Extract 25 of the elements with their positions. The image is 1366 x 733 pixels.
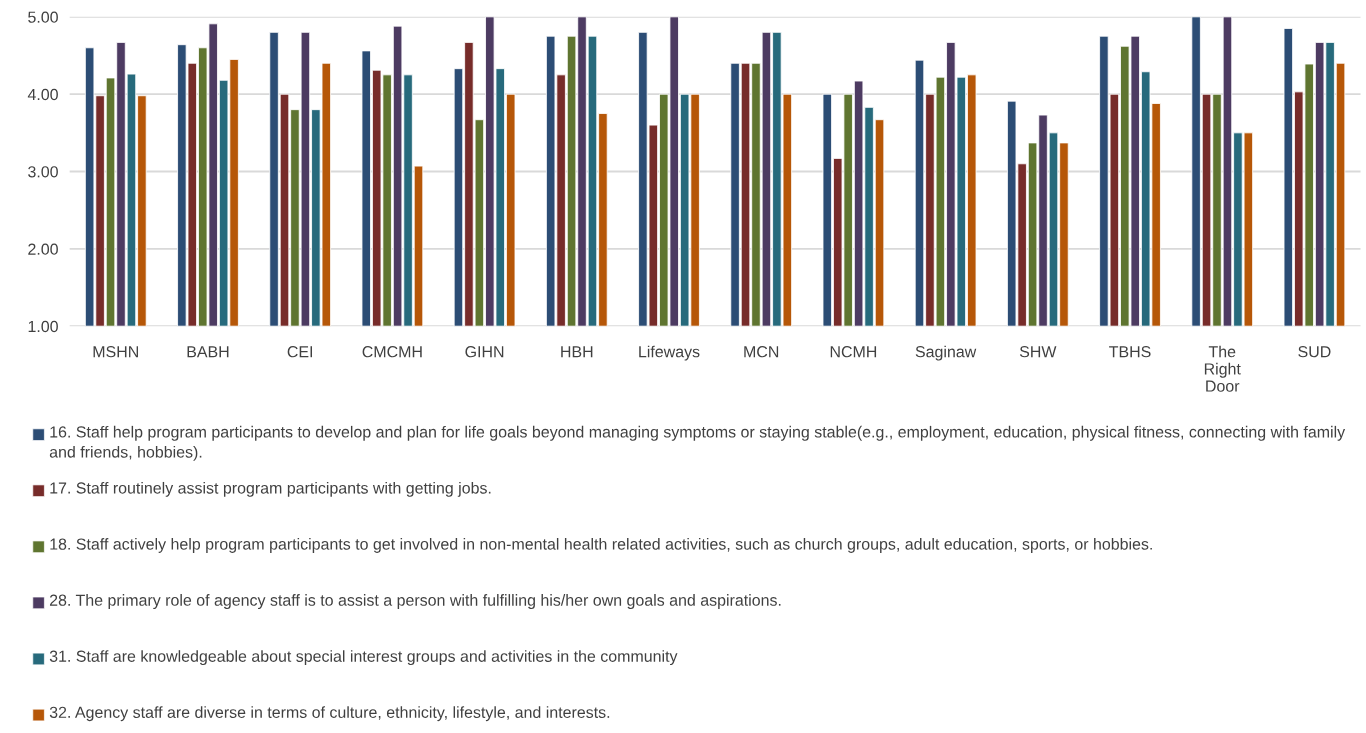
x-tick-label: GIHN <box>465 346 504 358</box>
x-tick-label: CEI <box>287 346 313 358</box>
x-tick-label: TBHS <box>1109 346 1151 358</box>
legend-label: 32. Agency staff are diverse in terms of culture, ethnicity, lifestyle, and interests. <box>49 706 610 722</box>
x-tick-label: SHW <box>1019 346 1057 358</box>
y-tick-label: 5.00 <box>28 11 58 23</box>
x-tick-label: BABH <box>187 346 229 358</box>
x-tick-label: CMCMH <box>362 346 422 358</box>
x-tick-label: Lifeways <box>639 345 700 361</box>
y-tick-label: 1.00 <box>28 320 58 333</box>
y-tick-label: 2.00 <box>28 243 58 255</box>
x-tick-label: MCN <box>744 346 779 358</box>
x-tick-label: HBH <box>561 346 593 358</box>
y-tick-label: 3.00 <box>28 166 58 178</box>
x-tick-label: SUD <box>1298 346 1331 358</box>
x-tick-label: Saginaw <box>915 345 977 361</box>
x-tick-label: MSHN <box>93 346 138 358</box>
legend-label: 28. The primary role of agency staff is to assist a person with fulfilling his/her own goals and aspirations. <box>49 594 781 609</box>
legend-label: 31. Staff are knowledgeable about special interest groups and activities in the community <box>49 650 678 666</box>
x-tick-label: The Right Door <box>1204 345 1241 392</box>
y-tick-label: 4.00 <box>27 88 58 101</box>
legend-label: 17. Staff routinely assist program participants with getting jobs. <box>50 481 491 497</box>
legend-label: 16. Staff help program participants to develop and plan for life goals beyond managing symptoms or staying stable(e.g., employment, education, physical fitness, connecting with family and friends, hobbies). <box>49 425 1346 461</box>
legend-label: 18. Staff actively help program participants to get involved in non-mental health related activities, such as church groups, adult education, sports, or hobbies. <box>50 538 1152 553</box>
x-tick-label: NCMH <box>830 346 877 358</box>
